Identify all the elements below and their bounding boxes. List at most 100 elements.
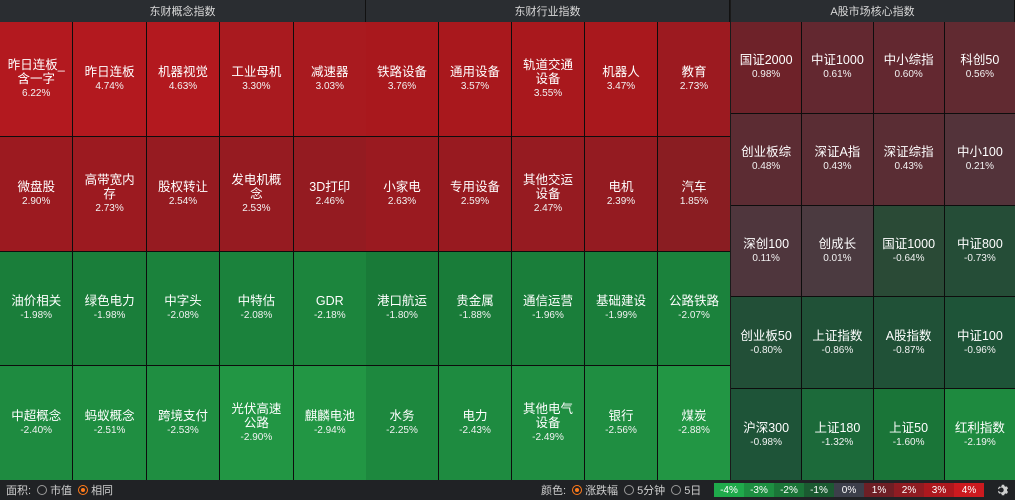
heatmap-cell[interactable]: 中超概念 -2.40% xyxy=(0,366,73,480)
heatmap-cell[interactable]: 绿色电力 -1.98% xyxy=(73,251,146,366)
heatmap-cell[interactable]: 上证180 -1.32% xyxy=(802,389,873,480)
heatmap-cell[interactable]: 通用设备 3.57% xyxy=(439,22,511,136)
area-option-equal[interactable]: 相同 xyxy=(78,482,113,498)
heatmap-cell[interactable]: 其他电气设备 -2.49% xyxy=(512,366,584,480)
radio-icon xyxy=(37,485,48,495)
heatmap-cell[interactable]: 轨道交通设备 3.55% xyxy=(512,22,584,136)
heatmap-cell[interactable]: 机器视觉 4.63% xyxy=(146,22,220,136)
heatmap-cell[interactable]: 中特估 -2.08% xyxy=(220,251,293,366)
heatmap-cell[interactable]: 中小综指 0.60% xyxy=(873,22,944,113)
heatmap-cell[interactable]: 上证指数 -0.86% xyxy=(802,297,873,389)
heatmap-cell[interactable]: 股权转让 2.54% xyxy=(146,136,220,251)
heatmap-cell[interactable]: 光伏高速公路 -2.90% xyxy=(220,366,293,480)
heatmap-cell[interactable]: 创成长 0.01% xyxy=(802,205,873,297)
cell-name: 其他电气设备 xyxy=(522,402,573,431)
cell-name: 昨日连板_含一字 xyxy=(7,57,65,86)
heatmap-cell[interactable]: 煤炭 -2.88% xyxy=(658,366,730,480)
heatmap-cell[interactable]: 跨境支付 -2.53% xyxy=(146,366,220,480)
heatmap-cell[interactable]: 通信运营 -1.96% xyxy=(512,251,584,366)
heatmap-cell[interactable]: 港口航运 -1.80% xyxy=(366,251,438,366)
cell-change: 2.59% xyxy=(460,195,490,207)
cell-name: 昨日连板 xyxy=(84,64,135,79)
color-label: 颜色: xyxy=(541,485,567,497)
heatmap-cell[interactable]: 深创100 0.11% xyxy=(731,205,802,297)
area-option-market-cap[interactable]: 市值 xyxy=(37,482,72,498)
legend-swatch: 2% xyxy=(894,483,924,497)
heatmap-cell[interactable]: 工业母机 3.30% xyxy=(220,22,293,136)
cell-name: 红利指数 xyxy=(954,420,1005,435)
cell-change: -2.40% xyxy=(20,425,53,437)
cell-name: 中小100 xyxy=(956,145,1003,160)
cell-change: 0.21% xyxy=(965,161,995,173)
heatmap-cell[interactable]: 上证50 -1.60% xyxy=(873,389,944,480)
cell-name: 深证A指 xyxy=(814,145,861,160)
heatmap-cell[interactable]: 麒麟电池 -2.94% xyxy=(293,366,366,480)
heatmap-cell[interactable]: 国证2000 0.98% xyxy=(731,22,802,113)
cell-name: 银行 xyxy=(608,409,634,424)
cell-name: 上证指数 xyxy=(812,328,863,343)
heatmap-cell[interactable]: 油价相关 -1.98% xyxy=(0,251,73,366)
heatmap-cell[interactable]: 深证综指 0.43% xyxy=(873,113,944,205)
cell-change: 0.11% xyxy=(752,252,780,264)
heatmap-cell[interactable]: 发电机概念 2.53% xyxy=(220,136,293,251)
heatmap-cell[interactable]: 昨日连板_含一字 6.22% xyxy=(0,22,73,136)
cell-name: 其他交运设备 xyxy=(522,172,573,201)
heatmap-cell[interactable]: 基础建设 -1.99% xyxy=(585,251,657,366)
heatmap-cell[interactable]: 3D打印 2.46% xyxy=(293,136,366,251)
heatmap-cell[interactable]: 公路铁路 -2.07% xyxy=(658,251,730,366)
heatmap-cell[interactable]: 中证800 -0.73% xyxy=(944,205,1015,297)
heatmap-cell[interactable]: 蚂蚁概念 -2.51% xyxy=(73,366,146,480)
cell-name: 电机 xyxy=(608,179,634,194)
heatmap-cell[interactable]: 小家电 2.63% xyxy=(366,136,438,251)
heatmap-cell[interactable]: 汽车 1.85% xyxy=(658,136,730,251)
heatmap-cell[interactable]: 贵金属 -1.88% xyxy=(439,251,511,366)
color-legend: -4% -3% -2% -1% 0% 1% 2% 3% 4% xyxy=(714,483,984,497)
cell-change: 2.90% xyxy=(22,195,51,207)
heatmap-cell[interactable]: 电机 2.39% xyxy=(585,136,657,251)
heatmap-cell[interactable]: 银行 -2.56% xyxy=(585,366,657,480)
heatmap-cell[interactable]: 中证100 -0.96% xyxy=(944,297,1015,389)
color-option-change[interactable]: 涨跌幅 xyxy=(572,482,618,498)
heatmap-cell[interactable]: GDR -2.18% xyxy=(293,251,366,366)
legend-swatch: -4% xyxy=(714,483,744,497)
heatmap-cell[interactable]: 减速器 3.03% xyxy=(293,22,366,136)
heatmap-cell[interactable]: 中字头 -2.08% xyxy=(146,251,220,366)
cell-name: GDR xyxy=(315,294,344,309)
heatmap-cell[interactable]: 水务 -2.25% xyxy=(366,366,438,480)
gear-icon[interactable] xyxy=(996,483,1010,497)
cell-name: 机器视觉 xyxy=(157,64,208,79)
heatmap-cell[interactable]: 科创50 0.56% xyxy=(944,22,1015,113)
cell-change: 4.74% xyxy=(95,80,124,92)
heatmap-cell[interactable]: 教育 2.73% xyxy=(658,22,730,136)
heatmap-cell[interactable]: 昨日连板 4.74% xyxy=(73,22,146,136)
heatmap-cell[interactable]: 高带宽内存 2.73% xyxy=(73,136,146,251)
heatmap-cell[interactable]: A股指数 -0.87% xyxy=(873,297,944,389)
heatmap-cell[interactable]: 创业板50 -0.80% xyxy=(731,297,802,389)
radio-selected-icon xyxy=(78,485,89,495)
heatmap-cell[interactable]: 铁路设备 3.76% xyxy=(366,22,438,136)
cell-name: 中字头 xyxy=(164,294,202,309)
color-option-5min[interactable]: 5分钟 xyxy=(624,482,665,498)
heatmap-cell[interactable]: 创业板综 0.48% xyxy=(731,113,802,205)
color-option-5day[interactable]: 5日 xyxy=(671,482,701,498)
cell-change: -0.64% xyxy=(892,252,925,264)
cell-name: 科创50 xyxy=(960,53,1000,68)
cell-change: 0.98% xyxy=(751,69,781,81)
cell-name: 水务 xyxy=(389,409,415,424)
cell-name: 工业母机 xyxy=(231,64,282,79)
heatmap-cell[interactable]: 国证1000 -0.64% xyxy=(873,205,944,297)
heatmap-cell[interactable]: 微盘股 2.90% xyxy=(0,136,73,251)
cell-change: -0.96% xyxy=(964,344,996,356)
heatmap-cell[interactable]: 专用设备 2.59% xyxy=(439,136,511,251)
heatmap-cell[interactable]: 沪深300 -0.98% xyxy=(731,389,802,480)
heatmap-cell[interactable]: 其他交运设备 2.47% xyxy=(512,136,584,251)
heatmap-cell[interactable]: 中证1000 0.61% xyxy=(802,22,873,113)
cell-name: 轨道交通设备 xyxy=(522,57,573,86)
cell-change: 2.73% xyxy=(95,202,124,214)
heatmap-cell[interactable]: 机器人 3.47% xyxy=(585,22,657,136)
cell-change: -2.18% xyxy=(313,310,346,322)
heatmap-cell[interactable]: 中小100 0.21% xyxy=(944,113,1015,205)
heatmap-cell[interactable]: 红利指数 -2.19% xyxy=(944,389,1015,480)
heatmap-cell[interactable]: 电力 -2.43% xyxy=(439,366,511,480)
heatmap-cell[interactable]: 深证A指 0.43% xyxy=(802,113,873,205)
